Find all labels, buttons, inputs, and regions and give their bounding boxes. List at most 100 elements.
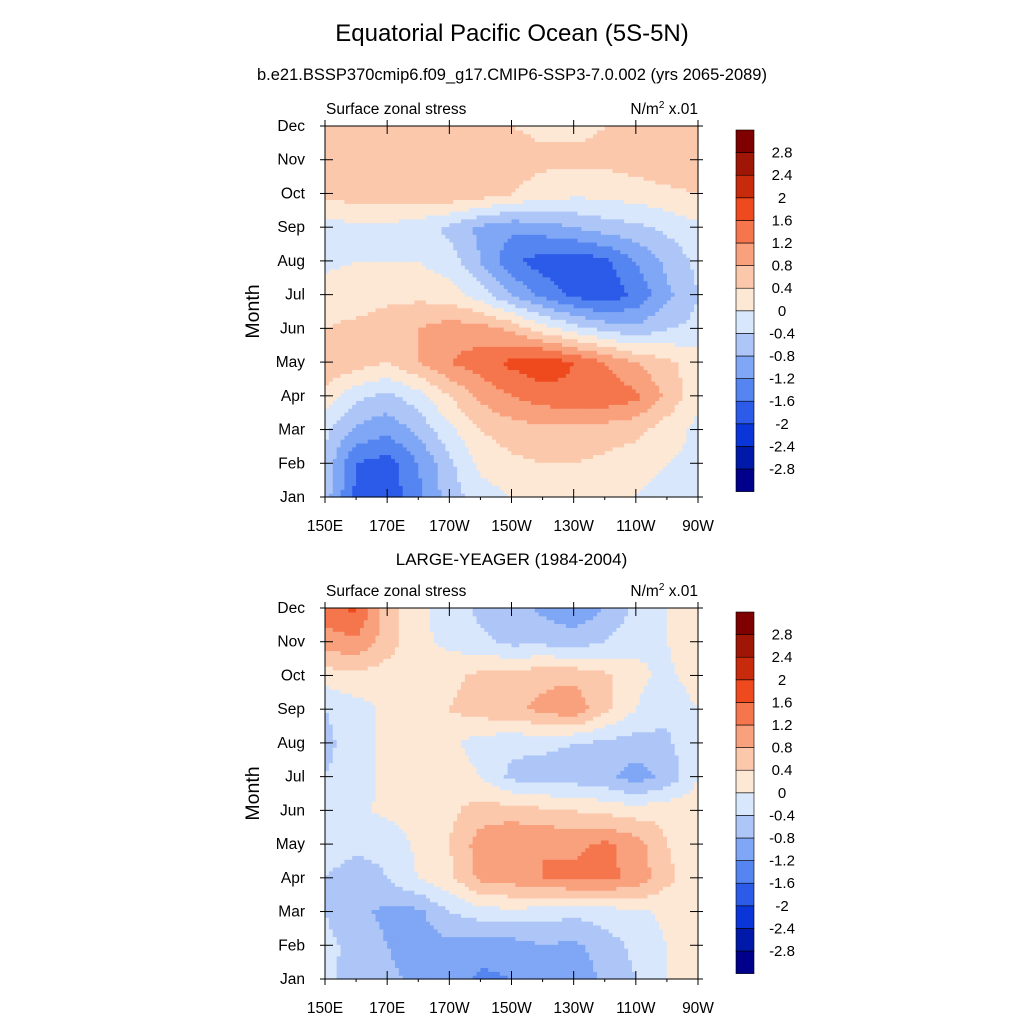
contour-cell	[651, 381, 656, 386]
contour-cell	[694, 469, 699, 475]
contour-cell	[499, 446, 505, 452]
contour-cell	[363, 338, 369, 344]
contour-cell	[464, 357, 470, 363]
contour-cell	[457, 315, 462, 320]
contour-cell	[433, 454, 439, 459]
contour-cell	[608, 342, 614, 347]
contour-cell	[348, 338, 353, 344]
contour-cell	[507, 361, 513, 367]
contour-cell	[441, 477, 447, 483]
contour-cell	[577, 323, 583, 328]
contour-cell	[565, 350, 571, 355]
contour-cell	[628, 458, 633, 463]
contour-cell	[445, 431, 450, 436]
contour-cell	[596, 338, 602, 344]
contour-cell	[402, 319, 408, 324]
contour-cell	[569, 299, 575, 305]
contour-cell	[631, 330, 637, 336]
contour-cell	[476, 423, 482, 429]
contour-cell	[433, 377, 439, 382]
contour-cell	[422, 473, 427, 479]
contour-cell	[682, 384, 687, 390]
contour-cell	[468, 442, 474, 448]
contour-cell	[523, 338, 528, 344]
contour-cell	[659, 442, 664, 448]
contour-cell	[554, 392, 559, 398]
contour-cell	[569, 408, 575, 413]
contour-cell	[670, 442, 676, 448]
contour-cell	[527, 485, 532, 490]
contour-cell	[612, 330, 618, 336]
contour-cell	[344, 404, 349, 409]
contour-cell	[616, 354, 621, 359]
contour-cell	[542, 326, 548, 332]
contour-cell	[674, 466, 680, 471]
contour-cell	[635, 431, 641, 436]
contour-cell	[569, 296, 575, 301]
contour-cell	[631, 388, 637, 394]
contour-cell	[328, 361, 334, 367]
contour-cell	[359, 377, 365, 382]
contour-cell	[328, 466, 334, 471]
contour-cell	[433, 342, 439, 347]
contour-cell	[484, 392, 489, 398]
contour-cell	[387, 435, 392, 440]
contour-cell	[391, 481, 396, 486]
contour-cell	[468, 435, 474, 440]
contour-cell	[647, 392, 652, 398]
contour-cell	[659, 315, 664, 320]
contour-cell	[433, 315, 439, 320]
contour-cell	[344, 315, 349, 320]
contour-cell	[515, 373, 520, 378]
contour-cell	[488, 419, 493, 425]
contour-cell	[585, 442, 590, 448]
contour-cell	[550, 365, 555, 371]
contour-cell	[686, 466, 691, 471]
contour-cell	[519, 388, 524, 394]
contour-cell	[363, 427, 369, 432]
contour-cell	[569, 442, 575, 448]
contour-cell	[488, 319, 493, 324]
contour-cell	[666, 415, 672, 421]
contour-cell	[375, 338, 380, 344]
contour-cell	[562, 373, 567, 378]
contour-cell	[472, 473, 478, 479]
contour-cell	[643, 446, 649, 452]
contour-cell	[387, 365, 392, 371]
contour-cell	[414, 338, 419, 344]
contour-cell	[565, 450, 571, 456]
contour-cell	[359, 357, 365, 363]
contour-cell	[538, 435, 544, 440]
contour-cell	[523, 354, 528, 359]
contour-cell	[596, 493, 602, 498]
contour-cell	[367, 477, 373, 483]
contour-cell	[624, 342, 629, 347]
contour-cell	[569, 481, 575, 486]
contour-cell	[468, 473, 474, 479]
contour-cell	[418, 462, 423, 467]
contour-cell	[410, 357, 415, 363]
contour-cell	[565, 330, 571, 336]
contour-cell	[670, 392, 676, 398]
contour-cell	[538, 411, 544, 417]
contour-cell	[620, 326, 625, 332]
contour-cell	[600, 381, 606, 386]
contour-cell	[550, 311, 555, 316]
contour-cell	[542, 384, 548, 390]
contour-cell	[639, 396, 645, 401]
contour-cell	[628, 415, 633, 421]
contour-cell	[631, 396, 637, 401]
contour-cell	[422, 346, 427, 351]
contour-cell	[410, 400, 415, 405]
contour-cell	[457, 319, 462, 324]
contour-cell	[635, 296, 641, 301]
contour-cell	[492, 350, 497, 355]
contour-cell	[538, 427, 544, 432]
contour-cell	[682, 350, 687, 355]
contour-cell	[429, 439, 435, 444]
contour-cell	[670, 388, 676, 394]
contour-cell	[585, 326, 590, 332]
contour-cell	[480, 326, 485, 332]
contour-cell	[678, 354, 684, 359]
contour-cell	[515, 485, 520, 490]
